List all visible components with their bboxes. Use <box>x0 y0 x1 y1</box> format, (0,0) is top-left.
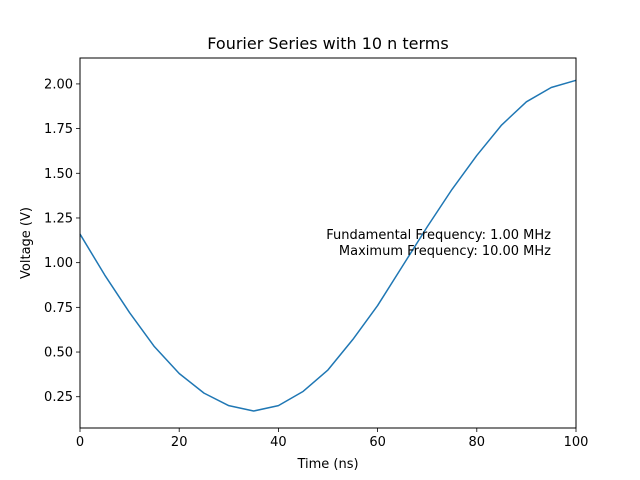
series-line-1 <box>79 79 577 412</box>
plot-frame <box>79 57 577 429</box>
chart-title: Fourier Series with 10 n terms <box>207 34 448 53</box>
y-axis-label: Voltage (V) <box>19 207 34 279</box>
y-tick-label: 0.75 <box>44 301 73 316</box>
y-tick-label: 0.25 <box>44 390 73 405</box>
y-tick-label: 1.75 <box>44 122 73 137</box>
annotation-maximum-frequency: Maximum Frequency: 10.00 MHz <box>339 244 551 259</box>
y-axis: 0.25 0.50 0.75 1.00 1.25 1.50 1.75 2.00 <box>44 77 80 405</box>
annotation-fundamental-frequency: Fundamental Frequency: 1.00 MHz <box>326 228 551 243</box>
x-axis: 0 20 40 60 80 100 <box>76 428 589 450</box>
x-tick-label: 20 <box>171 435 188 450</box>
y-tick-label: 0.50 <box>44 346 73 361</box>
x-tick-label: 100 <box>564 435 589 450</box>
x-axis-label: Time (ns) <box>296 457 358 472</box>
x-tick-label: 40 <box>270 435 287 450</box>
y-tick-label: 1.25 <box>44 211 73 226</box>
x-tick-label: 60 <box>369 435 386 450</box>
x-tick-label: 80 <box>469 435 486 450</box>
plot-area <box>79 79 577 412</box>
y-tick-label: 1.50 <box>44 167 73 182</box>
x-tick-label: 0 <box>76 435 84 450</box>
y-tick-label: 2.00 <box>44 77 73 92</box>
y-tick-label: 1.00 <box>44 256 73 271</box>
